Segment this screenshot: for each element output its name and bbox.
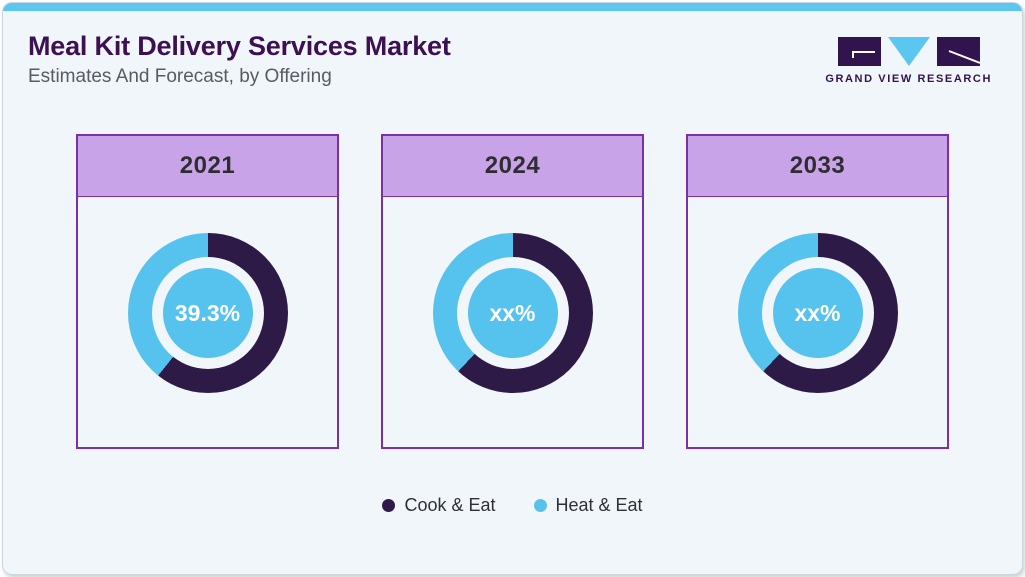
donut-chart-2021: 39.3% — [127, 233, 288, 393]
year-cards: 2021 39.3% 2024 xx% 2033 — [3, 134, 1022, 449]
logo-shapes — [837, 37, 980, 66]
year-label: 2033 — [789, 152, 846, 179]
year-card-header: 2033 — [688, 136, 947, 197]
page-subtitle: Estimates And Forecast, by Offering — [28, 66, 332, 87]
year-card-2021: 2021 39.3% — [76, 134, 339, 449]
donut-wrap: xx% — [688, 233, 947, 393]
legend: Cook & Eat Heat & Eat — [3, 495, 1022, 516]
donut-wrap: xx% — [383, 233, 642, 393]
donut-chart-2033: xx% — [737, 233, 898, 393]
logo-r-icon — [936, 37, 980, 66]
legend-item-cook-eat: Cook & Eat — [382, 495, 496, 516]
donut-chart-2024: xx% — [432, 233, 593, 393]
title-block: Meal Kit Delivery Services Market Estima… — [28, 31, 451, 88]
donut-wrap: 39.3% — [78, 233, 337, 393]
donut-center-label: 39.3% — [162, 268, 253, 358]
year-card-header: 2024 — [383, 136, 642, 197]
heat-eat-dot-icon — [533, 499, 547, 512]
year-card-header: 2021 — [78, 136, 337, 197]
grand-view-research-logo: GRAND VIEW RESEARCH — [825, 37, 992, 85]
logo-g-icon — [837, 37, 881, 66]
header: Meal Kit Delivery Services Market Estima… — [3, 11, 1022, 88]
year-card-2024: 2024 xx% — [381, 134, 644, 449]
logo-text: GRAND VIEW RESEARCH — [825, 73, 992, 85]
legend-label: Heat & Eat — [555, 495, 643, 515]
legend-label: Cook & Eat — [404, 495, 496, 515]
page-title: Meal Kit Delivery Services Market — [28, 31, 451, 61]
year-label: 2024 — [484, 152, 541, 179]
logo-v-icon — [887, 37, 930, 66]
legend-item-heat-eat: Heat & Eat — [533, 495, 643, 516]
donut-center-label: xx% — [772, 268, 863, 358]
year-card-2033: 2033 xx% — [686, 134, 949, 449]
top-accent-bar — [3, 3, 1022, 11]
cook-eat-dot-icon — [382, 499, 396, 512]
year-label: 2021 — [179, 152, 236, 179]
donut-center-label: xx% — [467, 268, 558, 358]
